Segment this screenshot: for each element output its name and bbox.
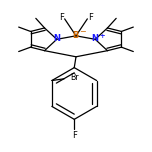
Text: N: N [91, 35, 98, 43]
Text: F: F [72, 131, 77, 140]
Text: +: + [99, 33, 105, 39]
Text: N: N [54, 35, 61, 43]
Text: F: F [88, 14, 93, 22]
Text: B: B [72, 31, 78, 40]
Text: −: − [79, 28, 86, 36]
Text: Br: Br [70, 73, 78, 82]
Text: F: F [59, 14, 64, 22]
